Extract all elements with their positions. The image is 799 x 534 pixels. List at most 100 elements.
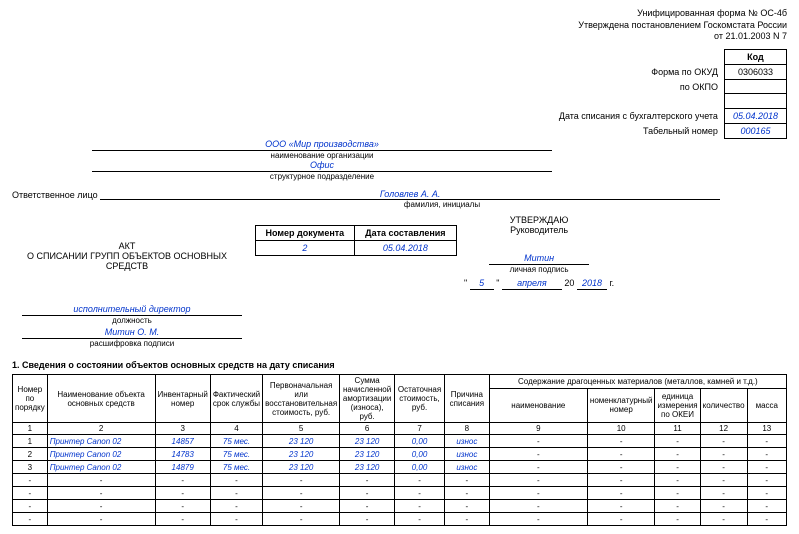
main-table: Номер по порядку Наименование объекта ос…	[12, 374, 787, 526]
decoded-sub: расшифровка подписи	[22, 339, 242, 348]
subdivision: Офис	[92, 160, 552, 172]
table-cell: -	[700, 513, 747, 526]
table-cell: -	[489, 461, 587, 474]
th-6: Сумма начисленной амортизации (износа), …	[340, 375, 395, 423]
table-cell: -	[210, 513, 262, 526]
table-cell: -	[655, 435, 700, 448]
table-cell: -	[210, 500, 262, 513]
table-row: -------------	[13, 487, 787, 500]
table-cell: -	[655, 448, 700, 461]
th-9: Содержание драгоценных материалов (метал…	[489, 375, 786, 389]
form-line1: Унифицированная форма № ОС-4б	[12, 8, 787, 20]
col-num: 1	[13, 423, 48, 435]
col-num: 13	[747, 423, 786, 435]
table-cell: Принтер Canon 02	[47, 435, 155, 448]
table-cell: -	[210, 487, 262, 500]
col-num: 11	[655, 423, 700, 435]
subdivision-sub: структурное подразделение	[92, 172, 552, 181]
org-name-sub: наименование организации	[92, 151, 552, 160]
table-cell: -	[747, 435, 786, 448]
table-cell: -	[13, 487, 48, 500]
table-cell: -	[489, 513, 587, 526]
table-row: 3Принтер Canon 021487975 мес.23 12023 12…	[13, 461, 787, 474]
table-cell: -	[155, 500, 210, 513]
table-cell: 23 120	[263, 435, 340, 448]
table-cell: -	[445, 487, 490, 500]
form-line3: от 21.01.2003 N 7	[12, 31, 787, 43]
approval-month: апреля	[502, 278, 562, 290]
table-cell: -	[700, 500, 747, 513]
table-cell: Принтер Canon 02	[47, 461, 155, 474]
table-cell: -	[655, 513, 700, 526]
th-9b: номенклатурный номер	[587, 388, 655, 422]
table-cell: -	[747, 513, 786, 526]
table-cell: 0,00	[395, 435, 445, 448]
year-prefix: 20	[564, 278, 574, 288]
table-cell: -	[489, 487, 587, 500]
table-cell: 2	[13, 448, 48, 461]
th-7: Остаточная стоимость, руб.	[395, 375, 445, 423]
org-name: ООО «Мир производства»	[92, 139, 552, 151]
col-num: 8	[445, 423, 490, 435]
table-cell: -	[155, 487, 210, 500]
table-cell: 23 120	[263, 461, 340, 474]
table-cell: 0,00	[395, 448, 445, 461]
table-cell: -	[395, 487, 445, 500]
doc-num-label: Номер документа	[255, 226, 355, 241]
table-cell: -	[747, 500, 786, 513]
table-cell: -	[445, 500, 490, 513]
table-cell: -	[263, 500, 340, 513]
table-cell: -	[747, 474, 786, 487]
section1-title: 1. Сведения о состоянии объектов основны…	[12, 360, 787, 370]
table-cell: -	[263, 513, 340, 526]
th-1: Номер по порядку	[13, 375, 48, 423]
table-cell: -	[13, 513, 48, 526]
table-cell: -	[655, 500, 700, 513]
table-cell: 0,00	[395, 461, 445, 474]
table-cell: -	[210, 474, 262, 487]
doc-date-label: Дата составления	[355, 226, 456, 241]
approve-mid: УТВЕРЖДАЮ Руководитель Митин личная подп…	[459, 215, 619, 290]
code-header: Код	[724, 50, 786, 65]
tabel-label: Табельный номер	[551, 124, 725, 139]
th-5: Первоначальная или восстановительная сто…	[263, 375, 340, 423]
table-cell: износ	[445, 461, 490, 474]
col-num: 5	[263, 423, 340, 435]
table-cell: -	[340, 474, 395, 487]
table-cell: -	[489, 448, 587, 461]
doc-num-table: Номер документа Дата составления 2 05.04…	[255, 225, 457, 256]
signature: Митин	[489, 253, 589, 265]
table-cell: -	[700, 435, 747, 448]
table-cell: износ	[445, 448, 490, 461]
responsible-name: Головлев А. А.	[100, 189, 720, 200]
table-cell: -	[13, 500, 48, 513]
table-cell: 1	[13, 435, 48, 448]
col-num: 9	[489, 423, 587, 435]
table-cell: 14879	[155, 461, 210, 474]
responsible-sub: фамилия, инициалы	[132, 200, 752, 209]
th-9c: единица измерения по ОКЕИ	[655, 388, 700, 422]
table-cell: 75 мес.	[210, 448, 262, 461]
table-cell: -	[700, 474, 747, 487]
th-2: Наименование объекта основных средств	[47, 375, 155, 423]
table-cell: 75 мес.	[210, 435, 262, 448]
table-cell: -	[47, 500, 155, 513]
table-cell: -	[340, 513, 395, 526]
quote-close: "	[496, 278, 499, 288]
table-cell: -	[47, 513, 155, 526]
table-cell: 23 120	[340, 448, 395, 461]
table-cell: -	[155, 513, 210, 526]
table-cell: -	[47, 474, 155, 487]
table-cell: -	[263, 487, 340, 500]
table-row: -------------	[13, 513, 787, 526]
col-num: 3	[155, 423, 210, 435]
signature-sub: личная подпись	[459, 265, 619, 274]
table-cell: -	[445, 474, 490, 487]
table-cell: 14783	[155, 448, 210, 461]
col-num: 4	[210, 423, 262, 435]
col-num: 6	[340, 423, 395, 435]
table-cell: -	[445, 513, 490, 526]
th-3: Инвентарный номер	[155, 375, 210, 423]
table-cell: -	[747, 448, 786, 461]
act-line2: О СПИСАНИИ ГРУПП ОБЪЕКТОВ ОСНОВНЫХ СРЕДС…	[12, 251, 242, 271]
